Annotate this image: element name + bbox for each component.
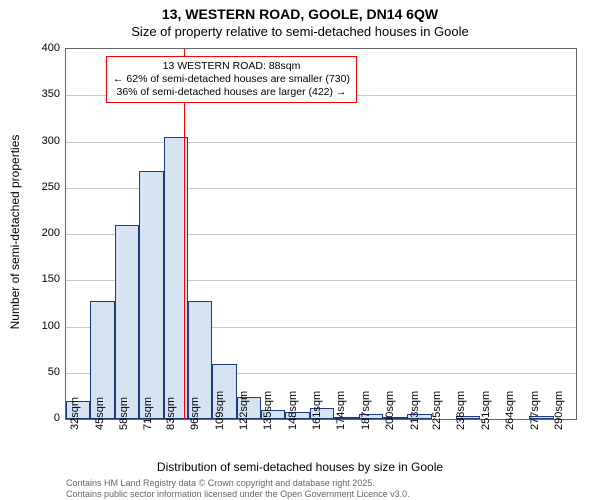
y-tick-label: 350 [20, 88, 60, 100]
x-axis-label: Distribution of semi-detached houses by … [0, 460, 600, 474]
annotation-box: 13 WESTERN ROAD: 88sqm← 62% of semi-deta… [106, 56, 357, 103]
annotation-line: ← 62% of semi-detached houses are smalle… [113, 73, 350, 86]
chart-title: 13, WESTERN ROAD, GOOLE, DN14 6QW [0, 6, 600, 22]
histogram-bar [139, 171, 163, 419]
histogram-bar [115, 225, 139, 419]
gridline [66, 142, 576, 143]
y-tick-label: 150 [20, 273, 60, 285]
chart-container: 13, WESTERN ROAD, GOOLE, DN14 6QW Size o… [0, 0, 600, 500]
footnote-line2: Contains public sector information licen… [66, 489, 410, 500]
footnote-line1: Contains HM Land Registry data © Crown c… [66, 478, 410, 489]
chart-subtitle: Size of property relative to semi-detach… [0, 24, 600, 39]
y-tick-label: 250 [20, 181, 60, 193]
footnote: Contains HM Land Registry data © Crown c… [66, 478, 410, 500]
plot-area: 13 WESTERN ROAD: 88sqm← 62% of semi-deta… [65, 48, 577, 420]
annotation-line: 13 WESTERN ROAD: 88sqm [113, 60, 350, 73]
y-tick-label: 300 [20, 135, 60, 147]
marker-line [184, 49, 185, 419]
annotation-line: 36% of semi-detached houses are larger (… [113, 86, 350, 99]
y-tick-label: 400 [20, 42, 60, 54]
y-tick-label: 100 [20, 320, 60, 332]
y-tick-label: 50 [20, 366, 60, 378]
y-tick-label: 200 [20, 227, 60, 239]
y-tick-label: 0 [20, 412, 60, 424]
